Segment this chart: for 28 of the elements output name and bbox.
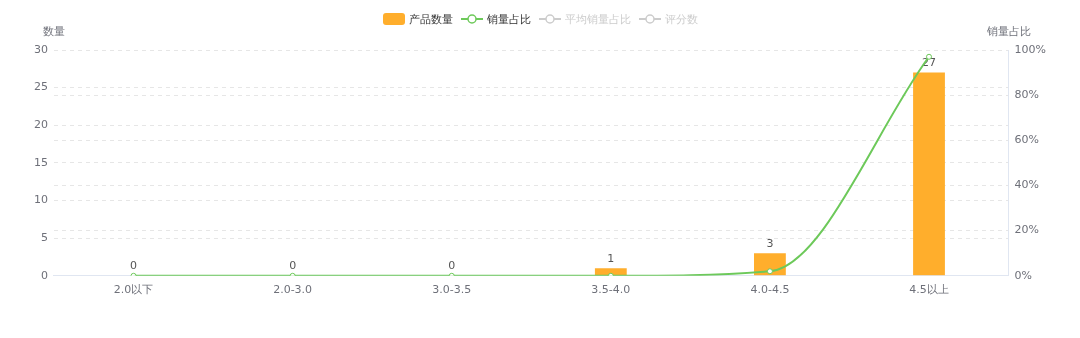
- x-tick-label: 3.5-4.0: [591, 283, 631, 297]
- y-axis-title: 数量: [43, 25, 65, 39]
- data-label: 1: [607, 251, 615, 265]
- data-label: 0: [448, 259, 456, 273]
- y-tick-label: 10: [34, 193, 48, 207]
- y2-tick-label: 80%: [1014, 88, 1040, 102]
- legend-label: 产品数量: [408, 11, 453, 27]
- data-label: 0: [289, 259, 297, 273]
- y2-tick-label: 100%: [1014, 42, 1047, 56]
- y2-tick-label: 60%: [1014, 133, 1040, 147]
- y-tick-label: 0: [41, 268, 48, 282]
- data-label: 3: [766, 236, 774, 250]
- y-tick-label: 25: [34, 80, 48, 94]
- y2-tick-label: 0%: [1014, 268, 1033, 282]
- y-tick-label: 15: [34, 155, 48, 169]
- y2-axis-title: 销量占比: [985, 25, 1031, 39]
- y-tick-label: 5: [41, 231, 48, 245]
- legend-label: 销量占比: [486, 11, 531, 27]
- y2-tick-label: 20%: [1014, 223, 1040, 237]
- x-tick-label: 2.0以下: [113, 283, 154, 297]
- x-tick-label: 4.0-4.5: [750, 283, 790, 297]
- x-tick-label: 4.5以上: [909, 283, 949, 297]
- y2-tick-label: 40%: [1014, 178, 1040, 192]
- y-tick-label: 20: [34, 118, 48, 132]
- x-tick-label: 3.0-3.5: [432, 283, 472, 297]
- data-label: 0: [130, 259, 138, 273]
- x-tick-label: 2.0-3.0: [273, 283, 313, 297]
- y-tick-label: 30: [34, 42, 48, 56]
